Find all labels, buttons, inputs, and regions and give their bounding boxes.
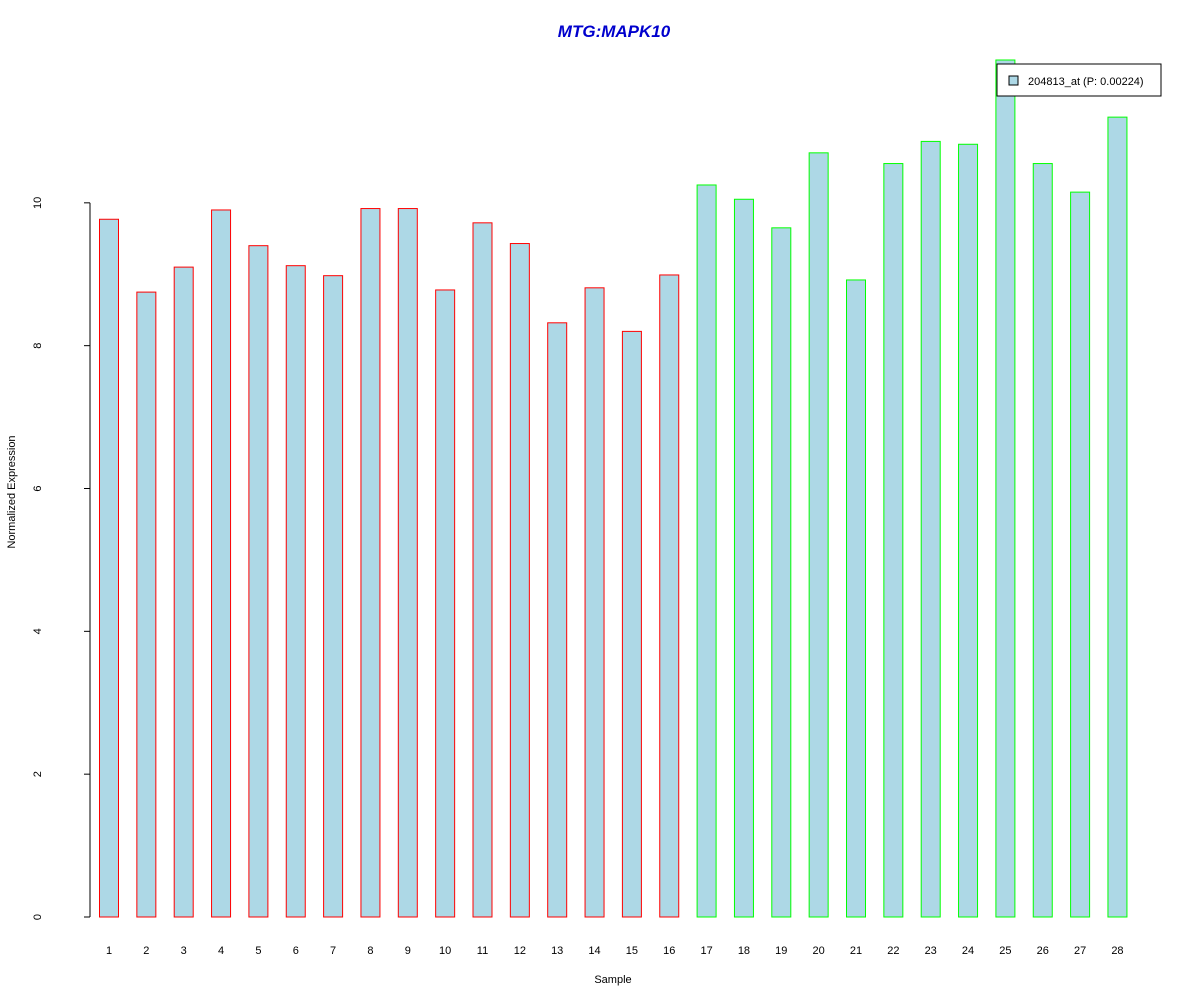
y-axis: 0 2 4 6 8 10	[32, 197, 91, 920]
x-tick-label: 21	[850, 945, 862, 957]
bar	[509, 243, 530, 918]
x-axis-label: Sample	[594, 974, 631, 986]
x-tick-label: 12	[514, 945, 526, 957]
bar	[99, 218, 119, 918]
x-tick-label: 6	[293, 945, 299, 957]
bar	[958, 143, 979, 918]
x-tick-label: 3	[181, 945, 187, 957]
x-tick-label: 11	[477, 945, 488, 957]
bar	[621, 330, 642, 918]
y-axis-label: Normalized Expression	[6, 435, 18, 548]
x-tick-label: 17	[700, 945, 712, 957]
y-tick-label: 8	[32, 343, 44, 349]
y-tick-label: 0	[32, 914, 44, 920]
bar	[920, 140, 941, 918]
x-tick-label: 2	[143, 945, 149, 957]
bar	[995, 59, 1016, 918]
bar	[584, 287, 605, 918]
bar	[323, 275, 344, 918]
x-tick-label: 10	[439, 945, 451, 957]
bar	[846, 279, 866, 918]
x-tick-label: 19	[775, 945, 787, 957]
bar	[248, 245, 269, 918]
legend: 204813_at (P: 0.00224)	[996, 63, 1162, 97]
bar	[211, 209, 232, 918]
bar	[360, 208, 381, 918]
x-tick-label: 26	[1037, 945, 1049, 957]
y-tick-label: 4	[32, 628, 44, 634]
bar	[808, 152, 829, 918]
y-tick-label: 10	[32, 197, 44, 209]
x-tick-label: 24	[962, 945, 974, 957]
bar	[547, 322, 568, 918]
y-tick-label: 6	[32, 485, 44, 491]
x-tick-label: 9	[405, 945, 411, 957]
x-tick-label: 1	[106, 945, 112, 957]
x-tick-label: 20	[813, 945, 825, 957]
x-tick-label: 18	[738, 945, 750, 957]
x-tick-label: 25	[999, 945, 1011, 957]
x-tick-label: 13	[551, 945, 563, 957]
x-tick-label: 4	[218, 945, 224, 957]
bar	[397, 208, 418, 918]
legend-label: 204813_at (P: 0.00224)	[1028, 76, 1144, 88]
x-tick-label: 16	[663, 945, 675, 957]
bar	[1107, 116, 1128, 918]
x-tick-label: 27	[1074, 945, 1086, 957]
bar	[1070, 191, 1091, 918]
bar	[285, 265, 306, 918]
y-tick-label: 2	[32, 771, 44, 777]
bar	[472, 222, 493, 918]
x-tick-labels: 1 2 3 4 5 6 7 8 9 10 11 12 13 14 15 16 17 18 19 20 21 22 23 24 2…	[106, 945, 1124, 957]
x-tick-label: 23	[925, 945, 937, 957]
x-tick-label: 28	[1111, 945, 1123, 957]
bar	[136, 291, 157, 918]
bar	[733, 198, 754, 918]
x-tick-label: 7	[330, 945, 336, 957]
bar	[173, 266, 194, 918]
x-tick-label: 14	[588, 945, 600, 957]
legend-swatch	[1008, 75, 1019, 86]
bar	[883, 163, 904, 918]
bar	[659, 274, 680, 918]
x-tick-label: 22	[887, 945, 899, 957]
x-tick-label: 8	[367, 945, 373, 957]
bar	[435, 289, 456, 918]
bars	[99, 59, 1128, 918]
bar	[696, 184, 717, 918]
legend-box	[996, 63, 1162, 97]
chart-title: MTG:MAPK10	[558, 22, 671, 41]
bar	[771, 227, 792, 918]
x-tick-label: 15	[626, 945, 638, 957]
bar	[1032, 163, 1053, 918]
x-tick-label: 5	[255, 945, 261, 957]
